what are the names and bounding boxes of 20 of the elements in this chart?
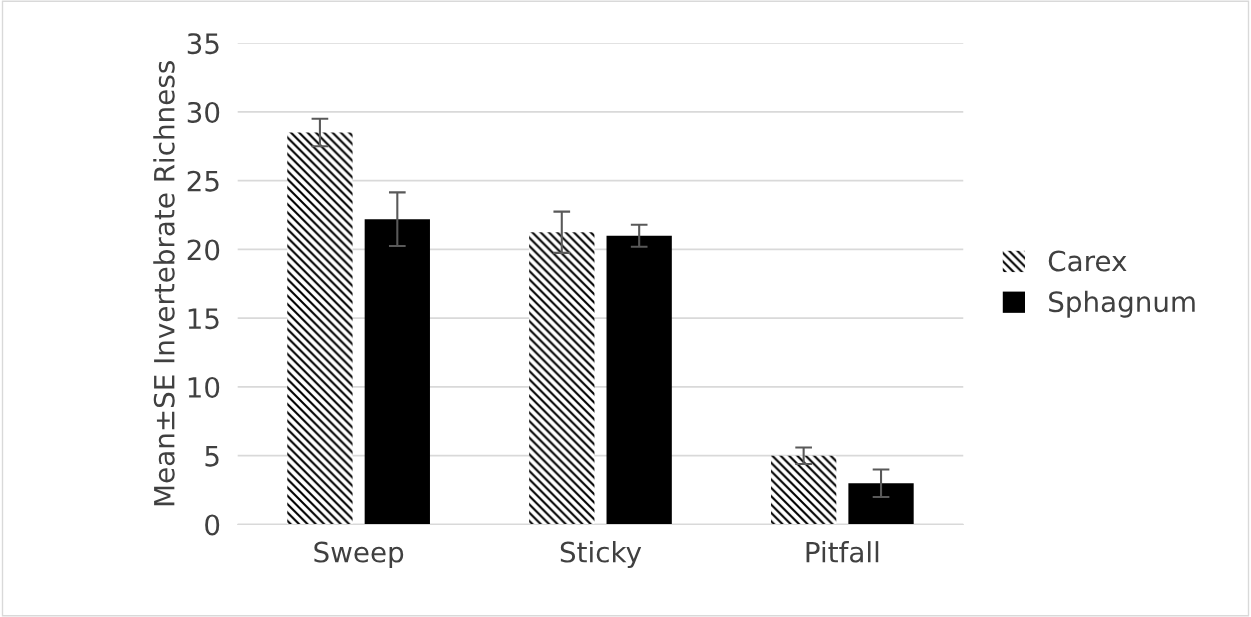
legend-label: Sphagnum — [1049, 290, 1195, 318]
bar — [606, 235, 672, 525]
x-tick-label: Pitfall — [806, 541, 879, 563]
y-tick-label: 5 — [205, 446, 219, 467]
legend-label: Carex — [1048, 250, 1127, 272]
bar — [364, 219, 430, 525]
y-tick-label: 25 — [187, 170, 219, 192]
y-tick-label: 15 — [188, 308, 219, 330]
x-tick-label: Sweep — [314, 541, 404, 568]
y-tick-label: 0 — [205, 514, 220, 536]
y-tick-label: 10 — [188, 376, 220, 398]
bar — [529, 232, 595, 525]
x-tick-label: Sticky — [560, 541, 642, 568]
y-tick-label: 35 — [187, 33, 219, 55]
y-tick-label: 20 — [187, 239, 220, 261]
bar — [848, 483, 914, 525]
y-tick-label: 30 — [187, 101, 220, 123]
bar — [287, 132, 353, 525]
y-axis-title: Mean±SE Invertebrate Richness — [153, 61, 175, 506]
bar — [770, 455, 837, 525]
